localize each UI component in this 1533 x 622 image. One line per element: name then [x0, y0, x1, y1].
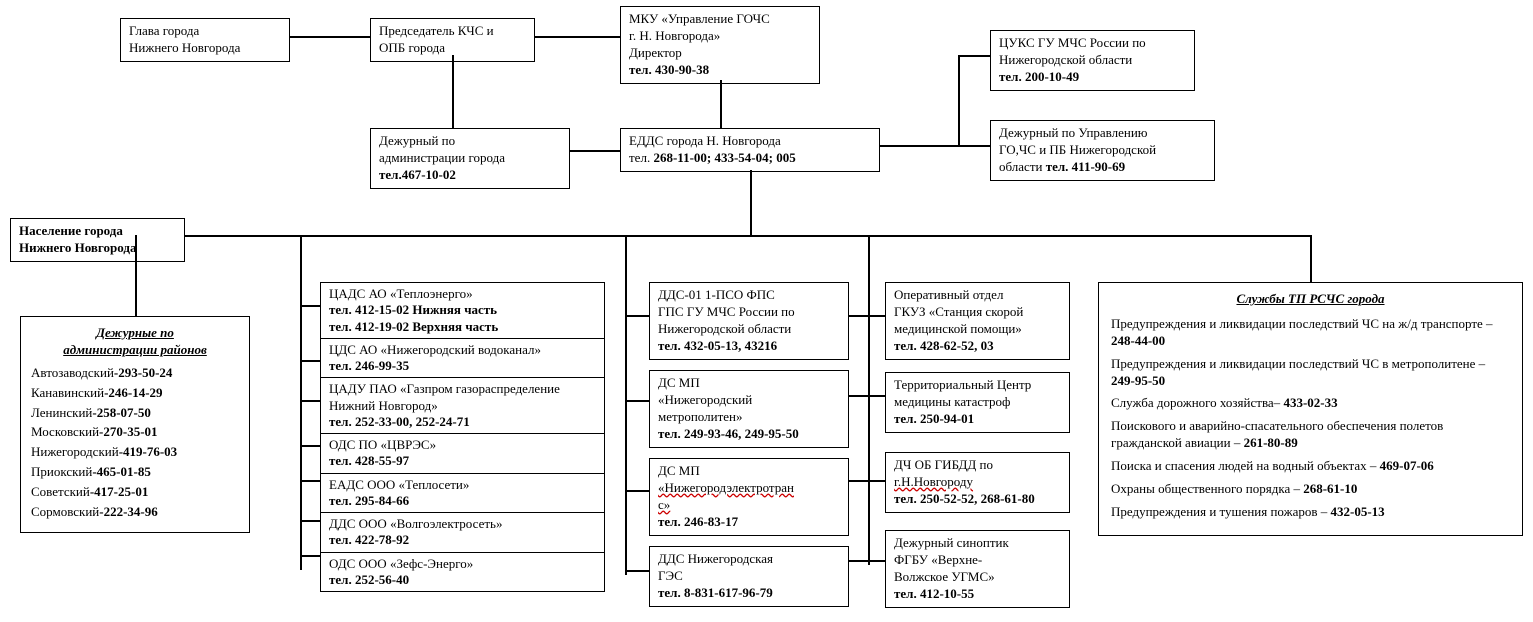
l2: ГО,ЧС и ПБ Нижегородской: [999, 142, 1206, 159]
box-mayor: Глава города Нижнего Новгорода: [120, 18, 290, 62]
col4-3: Дежурный синоптик ФГБУ «Верхне- Волжское…: [885, 530, 1070, 608]
l1: Территориальный Центр: [894, 377, 1061, 394]
l1: ЦУКС ГУ МЧС России по: [999, 35, 1186, 52]
service-row: Предупреждения и ликвидации последствий …: [1111, 356, 1510, 390]
service-row: Служба дорожного хозяйства– 433-02-33: [1111, 395, 1510, 412]
l2: администрации города: [379, 150, 561, 167]
utilities-list: ЦАДС АО «Теплоэнерго»тел. 412-15-02 Нижн…: [321, 283, 604, 591]
l1: Дежурный синоптик: [894, 535, 1061, 552]
col3-0: ДДС-01 1-ПСО ФПС ГПС ГУ МЧС России по Ни…: [649, 282, 849, 360]
tel: тел. 8-831-617-96-79: [658, 585, 840, 602]
l1: ДЧ ОБ ГИБДД по: [894, 457, 1061, 474]
tel: тел. 250-94-01: [894, 411, 1061, 428]
box-population: Население города Нижнего Новгорода: [10, 218, 185, 262]
box-mku: МКУ «Управление ГОЧС г. Н. Новгорода» Ди…: [620, 6, 820, 84]
district-row: Ленинский-258-07-50: [31, 405, 239, 422]
box-edds: ЕДДС города Н. Новгородател. 268-11-00; …: [620, 128, 880, 172]
district-row: Автозаводский-293-50-24: [31, 365, 239, 382]
tel: тел. 430-90-38: [629, 62, 811, 79]
districts-list: Автозаводский-293-50-24 Канавинский-246-1…: [31, 365, 239, 521]
district-row: Советский-417-25-01: [31, 484, 239, 501]
text: Глава города Нижнего Новгорода: [129, 23, 240, 55]
title: Службы ТП РСЧС города: [1111, 291, 1510, 308]
box-districts: Дежурные по администрации районов Автоза…: [20, 316, 250, 533]
l3: Волжское УГМС»: [894, 569, 1061, 586]
l1: ДДС-01 1-ПСО ФПС: [658, 287, 840, 304]
box-cuks: ЦУКС ГУ МЧС России по Нижегородской обла…: [990, 30, 1195, 91]
col3-3: ДДС Нижегородская ГЭС тел. 8-831-617-96-…: [649, 546, 849, 607]
l1: Дежурный по: [379, 133, 561, 150]
utility-row: ЕАДС ООО «Теплосети»тел. 295-84-66: [321, 473, 604, 513]
district-row: Московский-270-35-01: [31, 424, 239, 441]
utility-row: ОДС ПО «ЦВРЭС»тел. 428-55-97: [321, 433, 604, 473]
text: Население города Нижнего Новгорода: [19, 223, 136, 255]
utility-row: ЦАДУ ПАО «Газпром газораспределение Нижн…: [321, 377, 604, 433]
l2: г. Н. Новгорода»: [629, 28, 811, 45]
l2: «Нижегородэлектротран: [658, 480, 840, 497]
service-row: Охраны общественного порядка – 268-61-10: [1111, 481, 1510, 498]
l2: Нижегородской области: [999, 52, 1186, 69]
box-duty-go: Дежурный по Управлению ГО,ЧС и ПБ Нижего…: [990, 120, 1215, 181]
l2: ГКУЗ «Станция скорой: [894, 304, 1061, 321]
col4-0: Оперативный отдел ГКУЗ «Станция скорой м…: [885, 282, 1070, 360]
l2: ФГБУ «Верхне-: [894, 552, 1061, 569]
service-row: Предупреждения и тушения пожаров – 432-0…: [1111, 504, 1510, 521]
col4-2: ДЧ ОБ ГИБДД по г.Н.Новгороду тел. 250-52…: [885, 452, 1070, 513]
l1: ДДС Нижегородская: [658, 551, 840, 568]
district-row: Сормовский-222-34-96: [31, 504, 239, 521]
utility-row: ДДС ООО «Волгоэлектросеть»тел. 422-78-92: [321, 512, 604, 552]
box-duty-admin: Дежурный по администрации города тел.467…: [370, 128, 570, 189]
services-list: Предупреждения и ликвидации последствий …: [1111, 316, 1510, 521]
district-row: Нижегородский-419-76-03: [31, 444, 239, 461]
l2: ГПС ГУ МЧС России по: [658, 304, 840, 321]
l3: медицинской помощи»: [894, 321, 1061, 338]
district-row: Канавинский-246-14-29: [31, 385, 239, 402]
utility-row: ОДС ООО «Зефс-Энерго»тел. 252-56-40: [321, 552, 604, 592]
tel: тел. 432-05-13, 43216: [658, 338, 840, 355]
tel: тел. 428-62-52, 03: [894, 338, 1061, 355]
title: Дежурные по администрации районов: [31, 325, 239, 359]
service-row: Предупреждения и ликвидации последствий …: [1111, 316, 1510, 350]
l3: области тел. 411-90-69: [999, 159, 1206, 176]
col4-1: Территориальный Центр медицины катастроф…: [885, 372, 1070, 433]
col3-2: ДС МП «Нижегородэлектротран с» тел. 246-…: [649, 458, 849, 536]
tel: тел. 412-10-55: [894, 586, 1061, 603]
tel: тел. 200-10-49: [999, 69, 1186, 86]
l1: ДС МП: [658, 375, 840, 392]
box-utilities: ЦАДС АО «Теплоэнерго»тел. 412-15-02 Нижн…: [320, 282, 605, 592]
box-services: Службы ТП РСЧС города Предупреждения и л…: [1098, 282, 1523, 536]
tel: тел.467-10-02: [379, 167, 561, 184]
utility-row: ЦАДС АО «Теплоэнерго»тел. 412-15-02 Нижн…: [321, 283, 604, 338]
l3: с»: [658, 497, 840, 514]
l1: Дежурный по Управлению: [999, 125, 1206, 142]
service-row: Поискового и аварийно-спасательного обес…: [1111, 418, 1510, 452]
l1: Оперативный отдел: [894, 287, 1061, 304]
l3: Нижегородской области: [658, 321, 840, 338]
l2: г.Н.Новгороду: [894, 474, 1061, 491]
district-row: Приокский-465-01-85: [31, 464, 239, 481]
l1: ДС МП: [658, 463, 840, 480]
service-row: Поиска и спасения людей на водный объект…: [1111, 458, 1510, 475]
utility-row: ЦДС АО «Нижегородский водоканал»тел. 246…: [321, 338, 604, 378]
tel: тел. 246-83-17: [658, 514, 840, 531]
l2: ГЭС: [658, 568, 840, 585]
col3-1: ДС МП «Нижегородский метрополитен» тел. …: [649, 370, 849, 448]
l3: Директор: [629, 45, 811, 62]
l1: МКУ «Управление ГОЧС: [629, 11, 811, 28]
tel: тел. 249-93-46, 249-95-50: [658, 426, 840, 443]
l3: метрополитен»: [658, 409, 840, 426]
tel: тел. 250-52-52, 268-61-80: [894, 491, 1061, 508]
l2: «Нижегородский: [658, 392, 840, 409]
text: Председатель КЧС и ОПБ города: [379, 23, 494, 55]
l2: медицины катастроф: [894, 394, 1061, 411]
